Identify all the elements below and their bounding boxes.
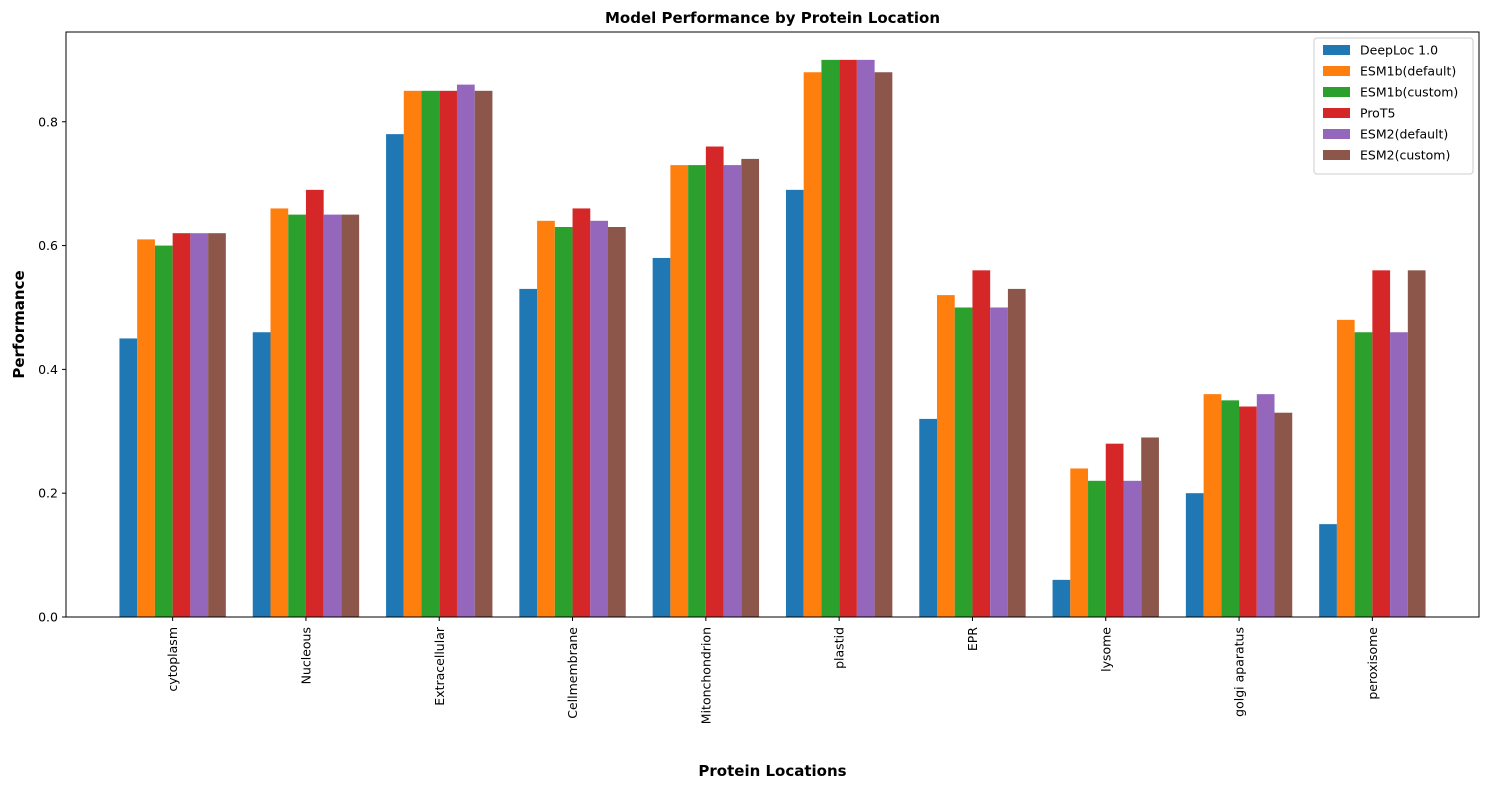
x-tick-label: golgi aparatus — [1232, 627, 1247, 717]
bar-peroxisome-series-1 — [1336, 319, 1355, 617]
bar-mitonchondrion-series-2 — [688, 165, 706, 617]
bar-extracellular-series-4 — [456, 84, 475, 618]
bar-nucleous-series-3 — [305, 189, 324, 618]
bar-cytoplasm-series-1 — [137, 239, 155, 617]
legend-label: ESM1b(default) — [1360, 64, 1456, 79]
bar-extracellular-series-5 — [474, 90, 493, 617]
bar-peroxisome-series-5 — [1407, 270, 1426, 617]
bar-extracellular-series-2 — [421, 90, 440, 617]
x-tick-label: lysome — [1098, 627, 1113, 672]
bar-mitonchondrion-series-5 — [741, 158, 760, 617]
bar-epr-series-1 — [936, 295, 955, 617]
x-tick-label: Mitonchondrion — [698, 627, 713, 724]
bar-lysome-series-4 — [1123, 480, 1142, 617]
bar-lysome-series-0 — [1052, 579, 1071, 617]
bars-layer — [119, 59, 1426, 618]
bar-extracellular-series-3 — [439, 90, 457, 617]
bar-nucleous-series-2 — [288, 214, 306, 617]
bar-nucleous-series-4 — [323, 214, 342, 617]
bar-lysome-series-1 — [1070, 468, 1089, 617]
bar-cellmembrane-series-1 — [537, 220, 555, 617]
legend: DeepLoc 1.0 ESM1b(default) ESM1b(custom) Pr… — [1313, 37, 1474, 175]
bar-golgi-aparatus-series-4 — [1256, 394, 1275, 617]
bar-mitonchondrion-series-0 — [652, 257, 671, 617]
y-tick-label: 0.0 — [38, 610, 58, 625]
bar-cellmembrane-series-4 — [590, 220, 609, 617]
y-tick-label: 0.4 — [38, 362, 58, 377]
bar-plastid-series-2 — [821, 59, 840, 618]
x-tick-label: cytoplasm — [165, 627, 180, 692]
bar-cytoplasm-series-4 — [190, 233, 209, 617]
legend-swatch — [1323, 45, 1350, 55]
y-axis-title: Performance — [10, 270, 28, 378]
bar-cytoplasm-series-3 — [172, 233, 191, 617]
bar-peroxisome-series-0 — [1319, 524, 1337, 617]
bar-mitonchondrion-series-1 — [670, 165, 689, 617]
bar-cytoplasm-series-2 — [154, 245, 173, 617]
bar-lysome-series-5 — [1141, 437, 1159, 617]
x-tick-label: Nucleous — [298, 627, 313, 684]
legend-label: ESM2(custom) — [1360, 148, 1450, 163]
bar-golgi-aparatus-series-3 — [1239, 406, 1257, 617]
bar-golgi-aparatus-series-2 — [1221, 400, 1240, 617]
legend-swatch — [1323, 66, 1350, 76]
legend-label: ESM1b(custom) — [1360, 85, 1458, 100]
x-tick-label: Cellmembrane — [565, 627, 580, 719]
y-tick-label: 0.2 — [38, 486, 58, 501]
bar-cellmembrane-series-3 — [572, 208, 591, 617]
bar-golgi-aparatus-series-0 — [1185, 493, 1204, 617]
plot-area-frame — [65, 31, 1480, 618]
x-tick-label: EPR — [965, 627, 980, 651]
legend-box — [1313, 37, 1474, 175]
bar-nucleous-series-0 — [252, 332, 271, 617]
x-axis-title: Protein Locations — [698, 762, 846, 780]
x-tick-label: plastid — [832, 627, 847, 669]
bar-golgi-aparatus-series-5 — [1274, 412, 1293, 617]
x-tick-label: Extracellular — [432, 626, 447, 706]
bar-cytoplasm-series-0 — [119, 338, 138, 617]
bar-golgi-aparatus-series-1 — [1203, 394, 1222, 617]
x-axis-ticks: cytoplasm Nucleous Extracellular Cellmembra… — [165, 617, 1380, 724]
bar-cellmembrane-series-2 — [554, 227, 573, 617]
bar-cellmembrane-series-0 — [519, 288, 538, 617]
bar-plastid-series-4 — [856, 59, 875, 618]
bar-cytoplasm-series-5 — [208, 233, 226, 617]
bar-peroxisome-series-2 — [1354, 332, 1373, 617]
bar-epr-series-2 — [954, 307, 973, 617]
legend-swatch — [1323, 87, 1350, 97]
chart-title: Model Performance by Protein Location — [605, 9, 940, 27]
bar-peroxisome-series-3 — [1372, 270, 1391, 617]
bar-plastid-series-5 — [874, 72, 893, 618]
legend-label: DeepLoc 1.0 — [1360, 43, 1438, 58]
bar-plastid-series-3 — [839, 59, 857, 618]
bar-lysome-series-3 — [1105, 443, 1124, 617]
legend-swatch — [1323, 129, 1350, 139]
bar-nucleous-series-5 — [341, 214, 360, 617]
y-tick-label: 0.6 — [38, 238, 58, 253]
bar-epr-series-4 — [990, 307, 1008, 617]
bar-cellmembrane-series-5 — [608, 227, 626, 617]
legend-label: ProT5 — [1360, 106, 1395, 121]
bar-plastid-series-0 — [785, 189, 804, 618]
bar-mitonchondrion-series-4 — [723, 165, 742, 617]
legend-swatch — [1323, 150, 1350, 160]
legend-swatch — [1323, 108, 1350, 118]
bar-epr-series-5 — [1007, 288, 1026, 617]
bar-peroxisome-series-4 — [1390, 332, 1408, 617]
bar-mitonchondrion-series-3 — [705, 146, 724, 617]
bar-epr-series-3 — [972, 270, 991, 617]
bar-lysome-series-2 — [1088, 480, 1106, 617]
bar-extracellular-series-0 — [386, 134, 404, 617]
bar-plastid-series-1 — [803, 72, 822, 618]
legend-label: ESM2(default) — [1360, 127, 1448, 142]
bar-nucleous-series-1 — [270, 208, 289, 617]
x-tick-label: peroxisome — [1365, 627, 1380, 700]
bar-epr-series-0 — [919, 418, 937, 617]
y-axis-ticks: 0.0 0.2 0.4 0.6 0.8 — [38, 114, 66, 625]
bar-extracellular-series-1 — [403, 90, 422, 617]
y-tick-label: 0.8 — [38, 114, 58, 129]
